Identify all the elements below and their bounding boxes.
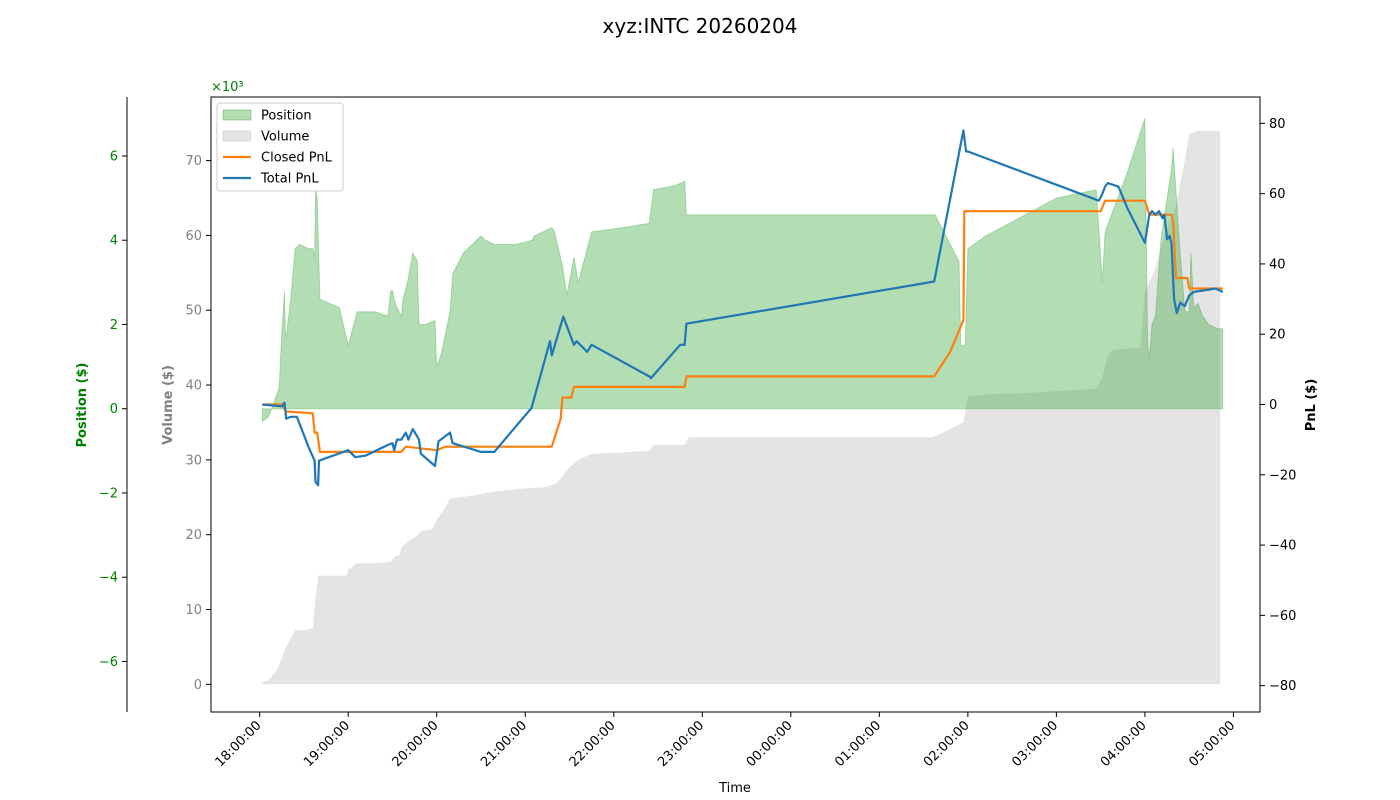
volume-axis-tick-label: 0 bbox=[194, 678, 202, 693]
chart-title: xyz:INTC 20260204 bbox=[603, 14, 798, 38]
position-axis-tick-label: 2 bbox=[110, 318, 118, 333]
total-pnl-line bbox=[262, 129, 1224, 487]
position-axis-tick-label: 0 bbox=[110, 402, 118, 417]
plot-area bbox=[261, 117, 1224, 685]
x-axis-label: Time bbox=[718, 781, 751, 796]
pnl-axis-tick-label: 40 bbox=[1269, 257, 1286, 272]
volume-area bbox=[262, 130, 1221, 685]
pnl-axis-tick-label: 80 bbox=[1269, 117, 1286, 132]
pnl-axis-tick-label: −20 bbox=[1269, 468, 1296, 483]
x-tick-label: 20:00:00 bbox=[390, 718, 442, 770]
legend-entry-label: Volume bbox=[261, 130, 309, 145]
volume-axis-tick-label: 30 bbox=[185, 453, 202, 468]
pnl-axis-tick-label: −80 bbox=[1269, 679, 1296, 694]
position-axis-label: Position ($) bbox=[75, 363, 90, 448]
x-tick-label: 21:00:00 bbox=[478, 718, 530, 770]
volume-axis-tick-label: 20 bbox=[185, 528, 202, 543]
pnl-axis-tick-label: 60 bbox=[1269, 187, 1286, 202]
volume-axis-tick-label: 70 bbox=[185, 154, 202, 169]
position-axis-tick-label: −6 bbox=[99, 655, 118, 670]
x-tick-label: 01:00:00 bbox=[832, 718, 884, 770]
position-axis-tick-label: 4 bbox=[110, 234, 118, 249]
pnl-axis-tick-label: −40 bbox=[1269, 539, 1296, 554]
x-tick-label: 23:00:00 bbox=[655, 718, 707, 770]
x-tick-label: 03:00:00 bbox=[1009, 718, 1061, 770]
position-axis-tick-label: −4 bbox=[99, 571, 118, 586]
pnl-axis-label: PnL ($) bbox=[1304, 379, 1319, 432]
x-tick-label: 02:00:00 bbox=[921, 718, 973, 770]
x-tick-label: 00:00:00 bbox=[744, 718, 796, 770]
position-area bbox=[261, 117, 1224, 423]
x-tick-label: 05:00:00 bbox=[1186, 718, 1238, 770]
pnl-axis-tick-label: 0 bbox=[1269, 398, 1277, 413]
legend-entry-label: Closed PnL bbox=[261, 151, 333, 166]
x-tick-label: 04:00:00 bbox=[1098, 718, 1150, 770]
legend-swatch bbox=[222, 109, 252, 121]
pnl-axis-tick-label: −60 bbox=[1269, 609, 1296, 624]
volume-axis-tick-label: 40 bbox=[185, 379, 202, 394]
legend-box bbox=[216, 102, 344, 192]
legend-entry-label: Position bbox=[261, 109, 312, 124]
pnl-axis-tick-label: 20 bbox=[1269, 328, 1286, 343]
legend[interactable]: Position Volume Closed PnL Total PnL bbox=[216, 102, 344, 192]
legend-entry-label: Total PnL bbox=[260, 172, 319, 187]
legend-swatch bbox=[222, 130, 252, 142]
volume-axis-tick-label: 10 bbox=[185, 603, 202, 618]
position-scale-label: ×10³ bbox=[211, 80, 244, 95]
x-tick-label: 19:00:00 bbox=[301, 718, 353, 770]
volume-axis-label: Volume ($) bbox=[161, 365, 176, 445]
position-axis-tick-label: −2 bbox=[99, 486, 118, 501]
volume-axis-tick-label: 50 bbox=[185, 304, 202, 319]
x-tick-label: 22:00:00 bbox=[567, 718, 619, 770]
position-axis-tick-label: 6 bbox=[110, 149, 118, 164]
x-tick-label: 18:00:00 bbox=[213, 718, 265, 770]
volume-axis-tick-label: 60 bbox=[185, 229, 202, 244]
